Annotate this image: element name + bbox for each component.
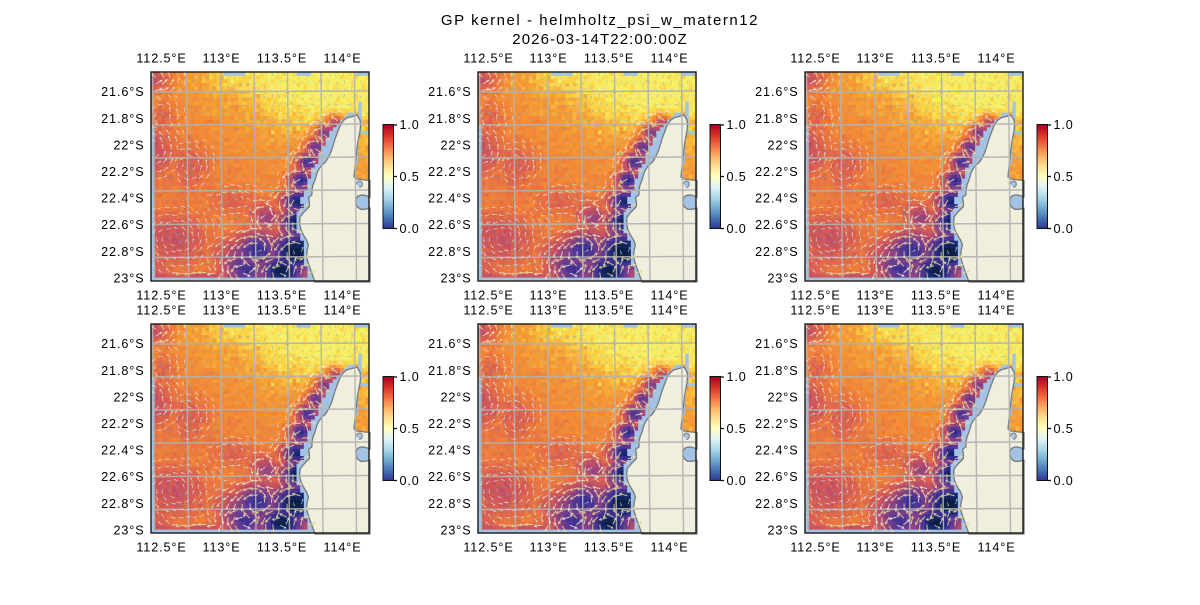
svg-text:113°E: 113°E — [529, 289, 567, 303]
svg-text:22.8°S: 22.8°S — [101, 497, 144, 511]
svg-text:22.4°S: 22.4°S — [755, 192, 798, 206]
svg-text:22.8°S: 22.8°S — [428, 497, 471, 511]
svg-text:113°E: 113°E — [529, 304, 567, 318]
svg-text:112.5°E: 112.5°E — [790, 52, 840, 66]
svg-text:112.5°E: 112.5°E — [463, 541, 513, 555]
svg-text:114°E: 114°E — [650, 541, 688, 555]
svg-text:22.2°S: 22.2°S — [101, 417, 144, 431]
svg-text:22.6°S: 22.6°S — [755, 218, 798, 232]
svg-text:113°E: 113°E — [202, 541, 240, 555]
svg-text:21.6°S: 21.6°S — [428, 85, 471, 99]
svg-text:114°E: 114°E — [977, 304, 1015, 318]
svg-text:22.2°S: 22.2°S — [428, 417, 471, 431]
svg-text:113°E: 113°E — [856, 541, 894, 555]
svg-text:114°E: 114°E — [650, 304, 688, 318]
svg-text:22.2°S: 22.2°S — [755, 417, 798, 431]
svg-text:114°E: 114°E — [650, 52, 688, 66]
svg-text:112.5°E: 112.5°E — [136, 304, 186, 318]
svg-text:112.5°E: 112.5°E — [790, 304, 840, 318]
svg-text:113.5°E: 113.5°E — [257, 304, 307, 318]
svg-text:21.6°S: 21.6°S — [101, 85, 144, 99]
svg-text:112.5°E: 112.5°E — [463, 289, 513, 303]
svg-text:113.5°E: 113.5°E — [584, 289, 634, 303]
svg-text:23°S: 23°S — [767, 271, 798, 285]
svg-text:22.6°S: 22.6°S — [755, 470, 798, 484]
svg-text:21.6°S: 21.6°S — [101, 337, 144, 351]
svg-text:22.6°S: 22.6°S — [101, 218, 144, 232]
svg-text:114°E: 114°E — [323, 304, 361, 318]
svg-text:113°E: 113°E — [202, 289, 240, 303]
svg-text:22.6°S: 22.6°S — [428, 218, 471, 232]
svg-text:21.8°S: 21.8°S — [755, 112, 798, 126]
svg-text:22.4°S: 22.4°S — [101, 444, 144, 458]
svg-text:113.5°E: 113.5°E — [911, 52, 961, 66]
svg-text:112.5°E: 112.5°E — [136, 289, 186, 303]
svg-text:21.8°S: 21.8°S — [428, 112, 471, 126]
svg-text:113.5°E: 113.5°E — [257, 541, 307, 555]
svg-text:22.8°S: 22.8°S — [428, 245, 471, 259]
svg-text:113.5°E: 113.5°E — [911, 541, 961, 555]
svg-text:22.2°S: 22.2°S — [428, 165, 471, 179]
svg-text:114°E: 114°E — [650, 289, 688, 303]
svg-text:21.8°S: 21.8°S — [101, 364, 144, 378]
svg-text:113°E: 113°E — [529, 52, 567, 66]
svg-text:23°S: 23°S — [440, 271, 471, 285]
svg-text:22°S: 22°S — [440, 390, 471, 404]
svg-text:22.8°S: 22.8°S — [755, 497, 798, 511]
svg-text:114°E: 114°E — [323, 541, 361, 555]
svg-text:114°E: 114°E — [977, 541, 1015, 555]
svg-text:112.5°E: 112.5°E — [790, 541, 840, 555]
svg-text:22.4°S: 22.4°S — [428, 192, 471, 206]
svg-text:22°S: 22°S — [767, 138, 798, 152]
svg-text:113°E: 113°E — [856, 52, 894, 66]
svg-text:21.6°S: 21.6°S — [428, 337, 471, 351]
svg-text:23°S: 23°S — [113, 523, 144, 537]
svg-text:23°S: 23°S — [113, 271, 144, 285]
svg-text:112.5°E: 112.5°E — [790, 289, 840, 303]
svg-text:113.5°E: 113.5°E — [257, 52, 307, 66]
svg-text:22.4°S: 22.4°S — [101, 192, 144, 206]
svg-text:113.5°E: 113.5°E — [584, 541, 634, 555]
svg-text:113°E: 113°E — [856, 289, 894, 303]
svg-text:113.5°E: 113.5°E — [911, 304, 961, 318]
svg-text:113.5°E: 113.5°E — [257, 289, 307, 303]
svg-text:113°E: 113°E — [202, 304, 240, 318]
svg-text:22°S: 22°S — [767, 390, 798, 404]
svg-text:21.8°S: 21.8°S — [428, 364, 471, 378]
svg-text:113.5°E: 113.5°E — [911, 289, 961, 303]
svg-text:113°E: 113°E — [202, 52, 240, 66]
svg-text:22.6°S: 22.6°S — [428, 470, 471, 484]
svg-text:22.4°S: 22.4°S — [755, 444, 798, 458]
svg-text:112.5°E: 112.5°E — [136, 541, 186, 555]
svg-text:23°S: 23°S — [440, 523, 471, 537]
svg-text:21.6°S: 21.6°S — [755, 85, 798, 99]
svg-text:112.5°E: 112.5°E — [136, 52, 186, 66]
svg-text:22°S: 22°S — [113, 138, 144, 152]
svg-text:21.6°S: 21.6°S — [755, 337, 798, 351]
svg-text:23°S: 23°S — [767, 523, 798, 537]
svg-text:22.8°S: 22.8°S — [101, 245, 144, 259]
svg-text:113.5°E: 113.5°E — [584, 304, 634, 318]
svg-text:2026-03-14T22:00:00Z: 2026-03-14T22:00:00Z — [512, 31, 687, 48]
svg-text:114°E: 114°E — [323, 289, 361, 303]
svg-text:GP kernel - helmholtz_psi_w_ma: GP kernel - helmholtz_psi_w_matern12 — [441, 12, 759, 29]
svg-text:114°E: 114°E — [977, 289, 1015, 303]
svg-text:21.8°S: 21.8°S — [101, 112, 144, 126]
svg-text:21.8°S: 21.8°S — [755, 364, 798, 378]
svg-text:22.6°S: 22.6°S — [101, 470, 144, 484]
svg-text:22.2°S: 22.2°S — [101, 165, 144, 179]
svg-text:114°E: 114°E — [323, 52, 361, 66]
svg-text:22°S: 22°S — [440, 138, 471, 152]
svg-text:22.4°S: 22.4°S — [428, 444, 471, 458]
svg-text:113°E: 113°E — [856, 304, 894, 318]
svg-text:112.5°E: 112.5°E — [463, 52, 513, 66]
svg-text:114°E: 114°E — [977, 52, 1015, 66]
svg-text:22.8°S: 22.8°S — [755, 245, 798, 259]
svg-text:113°E: 113°E — [529, 541, 567, 555]
svg-text:112.5°E: 112.5°E — [463, 304, 513, 318]
svg-text:22°S: 22°S — [113, 390, 144, 404]
svg-text:22.2°S: 22.2°S — [755, 165, 798, 179]
svg-text:113.5°E: 113.5°E — [584, 52, 634, 66]
